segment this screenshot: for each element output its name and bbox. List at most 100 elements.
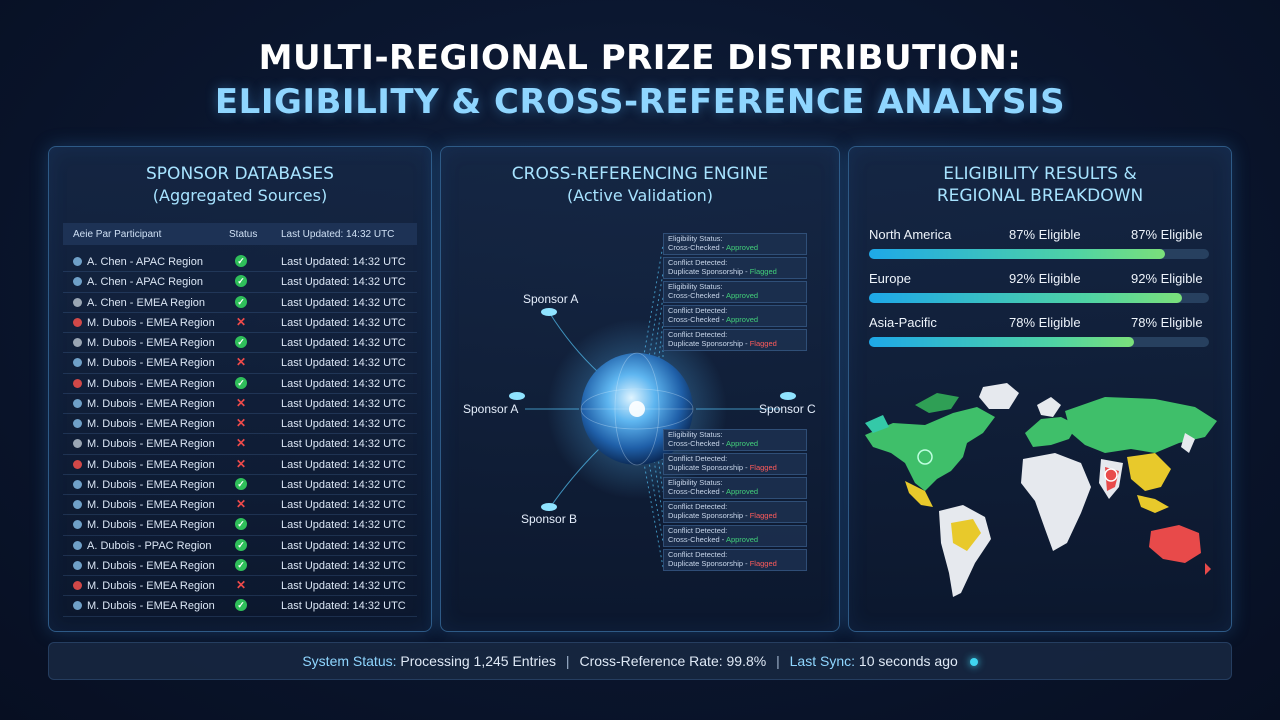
table-row[interactable]: A. Chen - APAC Region ✓ Last Updated: 14:3… (63, 252, 417, 272)
participant-name: M. Dubois - EMEA Region (87, 337, 215, 349)
sponsor-a-left-label[interactable]: Sponsor A (463, 402, 518, 416)
card-detail: Cross-Checked - Approved (668, 291, 806, 300)
participant-avatar-icon (73, 338, 82, 347)
region-eligible-value-secondary: 78% Eligible (1131, 315, 1203, 330)
region-progress-fill (869, 293, 1182, 303)
card-detail: Duplicate Sponsorship - Flagged (668, 267, 806, 276)
rate-value: 99.8% (727, 653, 767, 669)
card-detail: Cross-Checked - Approved (668, 487, 806, 496)
participant-avatar-icon (73, 318, 82, 327)
status-key: System Status: (302, 653, 396, 669)
eligibility-results-panel: ELIGIBILITY RESULTS & REGIONAL BREAKDOWN… (848, 146, 1232, 632)
sync-value: 10 seconds ago (859, 653, 958, 669)
last-updated: Last Updated: 14:32 UTC (281, 256, 406, 268)
validation-card[interactable]: Conflict Detected: Duplicate Sponsorship … (663, 501, 807, 523)
card-detail-text: Duplicate Sponsorship - (668, 559, 750, 568)
status-value: Processing 1,245 Entries (400, 653, 556, 669)
status-rejected-icon: ✕ (235, 437, 247, 449)
sponsor-a-top-label[interactable]: Sponsor A (523, 292, 578, 306)
region-eligible-value-secondary: 87% Eligible (1131, 227, 1203, 242)
region-progress-fill (869, 337, 1134, 347)
status-rejected-icon: ✕ (235, 356, 247, 368)
table-row[interactable]: M. Dubois - EMEA Region ✕ Last Updated: 14… (63, 434, 417, 454)
table-row[interactable]: A. Chen - APAC Region ✓ Last Updated: 14:3… (63, 272, 417, 292)
card-status-tag: Approved (726, 315, 758, 324)
validation-card[interactable]: Conflict Detected: Duplicate Sponsorship … (663, 257, 807, 279)
column-header-participant[interactable]: Aeie Par Participant (73, 229, 161, 240)
card-heading: Eligibility Status: (668, 478, 806, 487)
region-eligible-value: 78% Eligible (1009, 315, 1081, 330)
region-progress-fill (869, 249, 1165, 259)
sponsor-c-label[interactable]: Sponsor C (759, 402, 816, 416)
validation-card[interactable]: Conflict Detected: Cross-Checked - Approv… (663, 305, 807, 327)
sponsor-a-left-node (509, 392, 525, 400)
validation-card[interactable]: Eligibility Status: Cross-Checked - Appro… (663, 233, 807, 255)
system-status-bar: System Status: Processing 1,245 Entries … (48, 642, 1232, 680)
region-name: Asia-Pacific (869, 315, 937, 330)
participant-name: M. Dubois - EMEA Region (87, 378, 215, 390)
table-row[interactable]: M. Dubois - EMEA Region ✕ Last Updated: 14… (63, 353, 417, 373)
card-heading: Conflict Detected: (668, 550, 806, 559)
validation-card[interactable]: Eligibility Status: Cross-Checked - Appro… (663, 429, 807, 451)
status-approved-icon: ✓ (235, 559, 247, 571)
validation-card[interactable]: Conflict Detected: Duplicate Sponsorship … (663, 549, 807, 571)
card-detail-text: Duplicate Sponsorship - (668, 339, 750, 348)
last-updated: Last Updated: 14:32 UTC (281, 297, 406, 309)
table-row[interactable]: M. Dubois - EMEA Region ✓ Last Updated: 14… (63, 556, 417, 576)
last-updated: Last Updated: 14:32 UTC (281, 337, 406, 349)
card-status-tag: Approved (726, 291, 758, 300)
validation-card[interactable]: Conflict Detected: Duplicate Sponsorship … (663, 329, 807, 351)
validation-card[interactable]: Eligibility Status: Cross-Checked - Appro… (663, 281, 807, 303)
sponsor-b-label[interactable]: Sponsor B (521, 512, 577, 526)
table-row[interactable]: M. Dubois - EMEA Region ✕ Last Updated: 14… (63, 313, 417, 333)
card-detail-text: Cross-Checked - (668, 291, 726, 300)
table-row[interactable]: M. Dubois - EMEA Region ✕ Last Updated: 14… (63, 394, 417, 414)
last-updated: Last Updated: 14:32 UTC (281, 357, 406, 369)
region-eligible-value: 92% Eligible (1009, 271, 1081, 286)
card-detail: Duplicate Sponsorship - Flagged (668, 463, 806, 472)
participant-name: A. Chen - APAC Region (87, 276, 203, 288)
title-line-2: ELIGIBILITY & CROSS-REFERENCE ANALYSIS (0, 80, 1280, 124)
participant-avatar-icon (73, 480, 82, 489)
table-row[interactable]: M. Dubois - EMEA Region ✕ Last Updated: 14… (63, 576, 417, 596)
sync-key: Last Sync: (790, 653, 855, 669)
cross-referencing-engine-panel: CROSS-REFERENCING ENGINE (Active Validat… (440, 146, 840, 632)
participant-avatar-icon (73, 601, 82, 610)
table-row[interactable]: M. Dubois - EMEA Region ✓ Last Updated: 14… (63, 333, 417, 353)
table-row[interactable]: M. Dubois - EMEA Region ✓ Last Updated: 14… (63, 596, 417, 616)
sponsor-panel-subtitle: (Aggregated Sources) (49, 185, 431, 207)
card-heading: Conflict Detected: (668, 330, 806, 339)
status-rejected-icon: ✕ (235, 458, 247, 470)
last-updated: Last Updated: 14:32 UTC (281, 600, 406, 612)
participant-avatar-icon (73, 358, 82, 367)
table-row[interactable]: M. Dubois - EMEA Region ✕ Last Updated: 14… (63, 495, 417, 515)
table-row[interactable]: M. Dubois - EMEA Region ✓ Last Updated: 14… (63, 475, 417, 495)
card-detail: Duplicate Sponsorship - Flagged (668, 511, 806, 520)
validation-card[interactable]: Conflict Detected: Cross-Checked - Approv… (663, 525, 807, 547)
australia-region (1149, 525, 1201, 563)
table-header: Aeie Par Participant Status Last Updated… (63, 223, 417, 245)
status-rejected-icon: ✕ (235, 579, 247, 591)
column-header-updated[interactable]: Last Updated: 14:32 UTC (281, 229, 394, 240)
card-heading: Conflict Detected: (668, 502, 806, 511)
card-status-tag: Flagged (750, 339, 777, 348)
validation-card[interactable]: Conflict Detected: Duplicate Sponsorship … (663, 453, 807, 475)
column-header-status[interactable]: Status (229, 229, 257, 240)
status-approved-icon: ✓ (235, 255, 247, 267)
sponsor-a-top-node (541, 308, 557, 316)
table-row[interactable]: A. Chen - EMEA Region ✓ Last Updated: 14:3… (63, 293, 417, 313)
last-updated: Last Updated: 14:32 UTC (281, 499, 406, 511)
card-status-tag: Flagged (750, 463, 777, 472)
table-row[interactable]: M. Dubois - EMEA Region ✕ Last Updated: 14… (63, 414, 417, 434)
south-america-region (939, 505, 991, 597)
table-row[interactable]: A. Dubois - PPAC Region ✓ Last Updated: 14… (63, 536, 417, 556)
card-heading: Eligibility Status: (668, 234, 806, 243)
participant-name: M. Dubois - EMEA Region (87, 580, 215, 592)
table-row[interactable]: M. Dubois - EMEA Region ✓ Last Updated: 14… (63, 515, 417, 535)
results-title-line-2: REGIONAL BREAKDOWN (849, 185, 1231, 207)
validation-card[interactable]: Eligibility Status: Cross-Checked - Appro… (663, 477, 807, 499)
table-row[interactable]: M. Dubois - EMEA Region ✕ Last Updated: 14… (63, 455, 417, 475)
live-indicator-icon (970, 658, 978, 666)
card-heading: Eligibility Status: (668, 430, 806, 439)
table-row[interactable]: M. Dubois - EMEA Region ✓ Last Updated: 14… (63, 374, 417, 394)
